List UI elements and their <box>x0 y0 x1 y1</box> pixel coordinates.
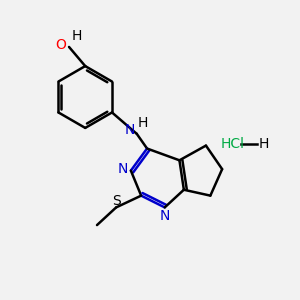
Text: N: N <box>125 123 136 137</box>
Text: H: H <box>72 29 83 43</box>
Text: H: H <box>138 116 148 130</box>
Text: N: N <box>117 162 128 176</box>
Text: H: H <box>258 137 268 151</box>
Text: HCl: HCl <box>220 137 244 151</box>
Text: O: O <box>55 38 66 52</box>
Text: S: S <box>112 194 121 208</box>
Text: N: N <box>160 209 170 223</box>
